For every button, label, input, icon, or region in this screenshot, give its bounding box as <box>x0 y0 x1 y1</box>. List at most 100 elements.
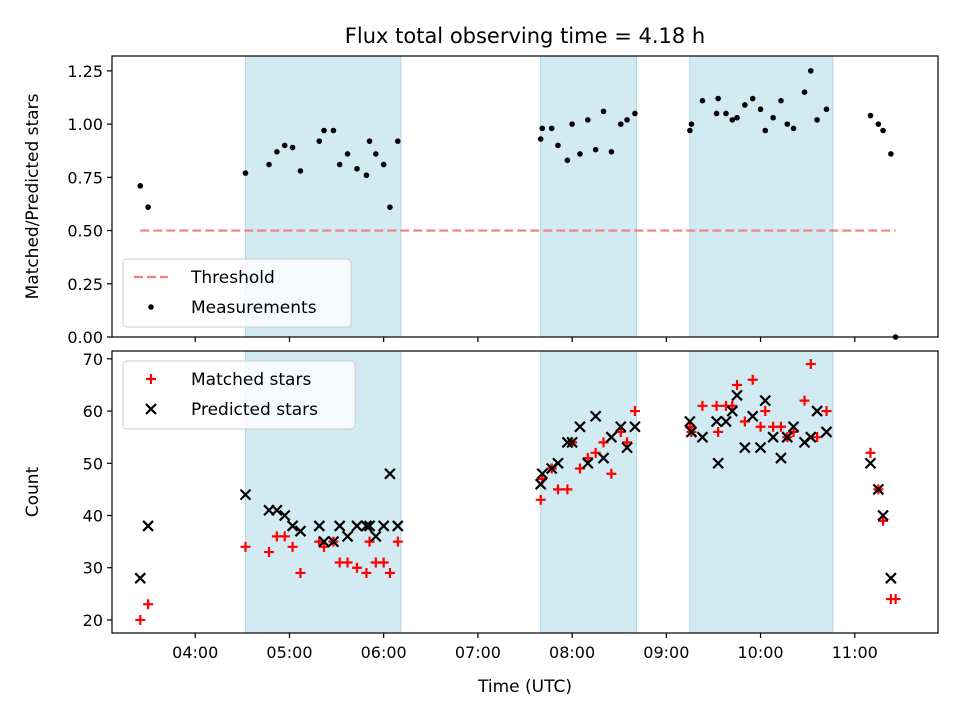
measurement-point <box>790 125 797 132</box>
measurement-point <box>729 117 736 123</box>
matched-stars-point <box>552 484 563 495</box>
matched-stars-point <box>295 567 306 578</box>
measurement-point <box>632 110 638 117</box>
measurement-point <box>242 170 249 176</box>
measurement-point <box>387 204 393 210</box>
matched-stars-point <box>135 614 146 625</box>
predicted-stars-point <box>759 394 772 407</box>
x-tick-label: 10:00 <box>737 643 783 662</box>
measurement-point <box>366 138 373 144</box>
matched-stars-point <box>760 406 771 417</box>
measurement-point <box>145 204 151 210</box>
measurement-point <box>784 121 791 127</box>
x-tick-label: 11:00 <box>832 643 878 662</box>
measurement-point <box>585 117 591 123</box>
measurement-point <box>548 125 555 132</box>
predicted-stars-point <box>805 431 817 443</box>
matched-stars-point <box>697 400 708 411</box>
x-tick-label: 09:00 <box>643 643 689 662</box>
measurement-point <box>555 142 561 149</box>
predicted-stars-point <box>712 457 724 470</box>
matched-stars-point <box>755 421 766 432</box>
y-tick-label: 0.00 <box>67 328 103 347</box>
predicted-stars-point <box>615 420 627 433</box>
predicted-stars-point <box>885 572 897 584</box>
matched-stars-point <box>812 432 823 443</box>
y-axis-label: Count <box>23 466 43 517</box>
measurement-point <box>274 148 280 155</box>
matched-stars-point <box>240 541 251 552</box>
legend-box <box>122 360 356 430</box>
predicted-stars-point <box>621 441 633 454</box>
predicted-stars-point <box>726 405 739 417</box>
measurement-point <box>617 121 624 127</box>
predicted-stars-point <box>134 572 147 584</box>
predicted-stars-point <box>720 415 732 428</box>
predicted-stars-point <box>731 389 743 402</box>
predicted-stars-point <box>360 520 373 532</box>
matched-stars-point <box>364 536 375 547</box>
matched-stars-point <box>878 515 889 526</box>
legend-label: Predicted stars <box>191 400 318 420</box>
series-predicted-stars <box>134 389 897 584</box>
matched-stars-point <box>788 426 799 437</box>
measurement-point <box>395 138 401 144</box>
legend-label: Threshold <box>190 268 275 288</box>
matched-stars-point <box>264 547 275 558</box>
predicted-stars-point <box>864 457 877 470</box>
predicted-stars-point <box>746 410 759 423</box>
predicted-stars-point <box>767 431 779 443</box>
plot-frame <box>111 350 939 634</box>
measurement-point <box>537 136 544 142</box>
matched-stars-point <box>727 400 738 411</box>
chart-title: Flux total observing time = 4.18 h <box>345 24 705 48</box>
measurement-point <box>281 142 288 149</box>
legend-label: Matched stars <box>191 370 311 390</box>
predicted-stars-point <box>775 452 787 464</box>
measurement-point <box>699 97 706 104</box>
predicted-stars-point <box>696 431 709 443</box>
predicted-stars-point <box>787 420 800 433</box>
predicted-stars-point <box>605 431 618 443</box>
predicted-stars-point <box>877 509 889 522</box>
matched-stars-point <box>711 400 722 411</box>
y-axis-label: Matched/Predicted stars <box>23 93 43 299</box>
matched-stars-point <box>606 468 617 479</box>
matched-stars-point <box>562 484 573 495</box>
predicted-stars-point <box>872 483 885 496</box>
measurement-point <box>592 146 599 153</box>
y-tick-label: 0.75 <box>67 168 103 187</box>
x-tick-label: 06:00 <box>361 643 407 662</box>
measurement-point <box>373 151 379 157</box>
matched-stars-point <box>890 594 901 605</box>
predicted-stars-point <box>313 520 326 532</box>
matched-stars-point <box>535 494 546 505</box>
predicted-stars-point <box>685 426 698 438</box>
matched-stars-point <box>279 531 290 542</box>
y-tick-label: 70 <box>83 350 103 369</box>
y-tick-label: 0.50 <box>67 222 103 241</box>
predicted-stars-point <box>561 436 574 449</box>
predicted-stars-point <box>278 509 291 522</box>
observing-interval-band <box>689 350 834 634</box>
x-axis-label: Time (UTC) <box>477 677 572 697</box>
measurement-point <box>336 161 343 168</box>
predicted-stars-point <box>142 520 154 532</box>
y-tick-label: 0.25 <box>67 275 103 294</box>
measurement-point <box>600 108 607 115</box>
measurement-point <box>770 114 776 121</box>
measurement-point <box>880 127 886 134</box>
predicted-stars-point <box>392 520 404 532</box>
matched-stars-point <box>287 541 298 552</box>
measurement-point <box>875 121 882 127</box>
ratio-panel: 0.00 0.25 0.50 0.75 1.00 1.25 Matched/Predicte… <box>23 55 939 347</box>
plot-frame <box>111 55 939 338</box>
measurement-point <box>577 151 583 157</box>
measurement-point <box>363 172 370 179</box>
matched-stars-point <box>582 453 593 464</box>
measurement-point <box>321 127 327 134</box>
matched-stars-point <box>775 421 786 432</box>
measurement-point <box>687 127 693 134</box>
matched-stars-point <box>392 536 403 547</box>
